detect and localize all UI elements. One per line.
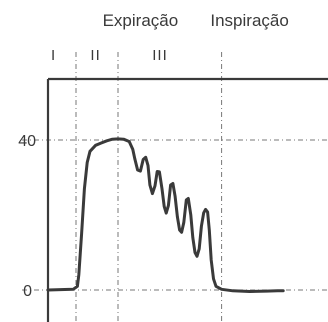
- series-line-1: [46, 137, 285, 293]
- y-tick-label-0: 0: [23, 283, 32, 300]
- axes: [46, 77, 328, 322]
- phase-label-expiracao: Expiração: [103, 11, 179, 30]
- y-tick-labels: 0 40: [18, 133, 36, 300]
- phase-numeral-ii: II: [90, 47, 100, 64]
- y-tick-label-40: 40: [18, 133, 36, 150]
- phase-numeral-i: I: [51, 47, 56, 64]
- phase-label-inspiracao: Inspiração: [210, 11, 288, 30]
- series: [46, 137, 285, 293]
- phase-numeral-iii: III: [152, 47, 168, 64]
